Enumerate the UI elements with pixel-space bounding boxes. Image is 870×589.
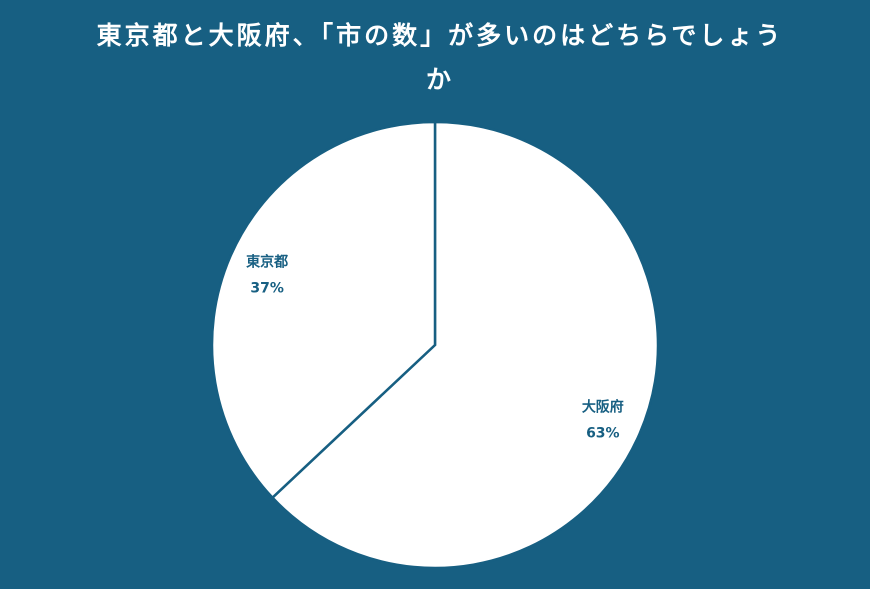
chart-title: 東京都と大阪府、「市の数」が多いのはどちらでしょうか [96,21,784,94]
pie-slice-1 [210,120,437,500]
pie-slice-0 [270,120,660,570]
slice-value-label: 63% [586,426,620,442]
slice-label: 東京都 [246,253,288,270]
slice-label: 大阪府 [582,399,624,416]
slice-value-label: 37% [250,280,284,296]
